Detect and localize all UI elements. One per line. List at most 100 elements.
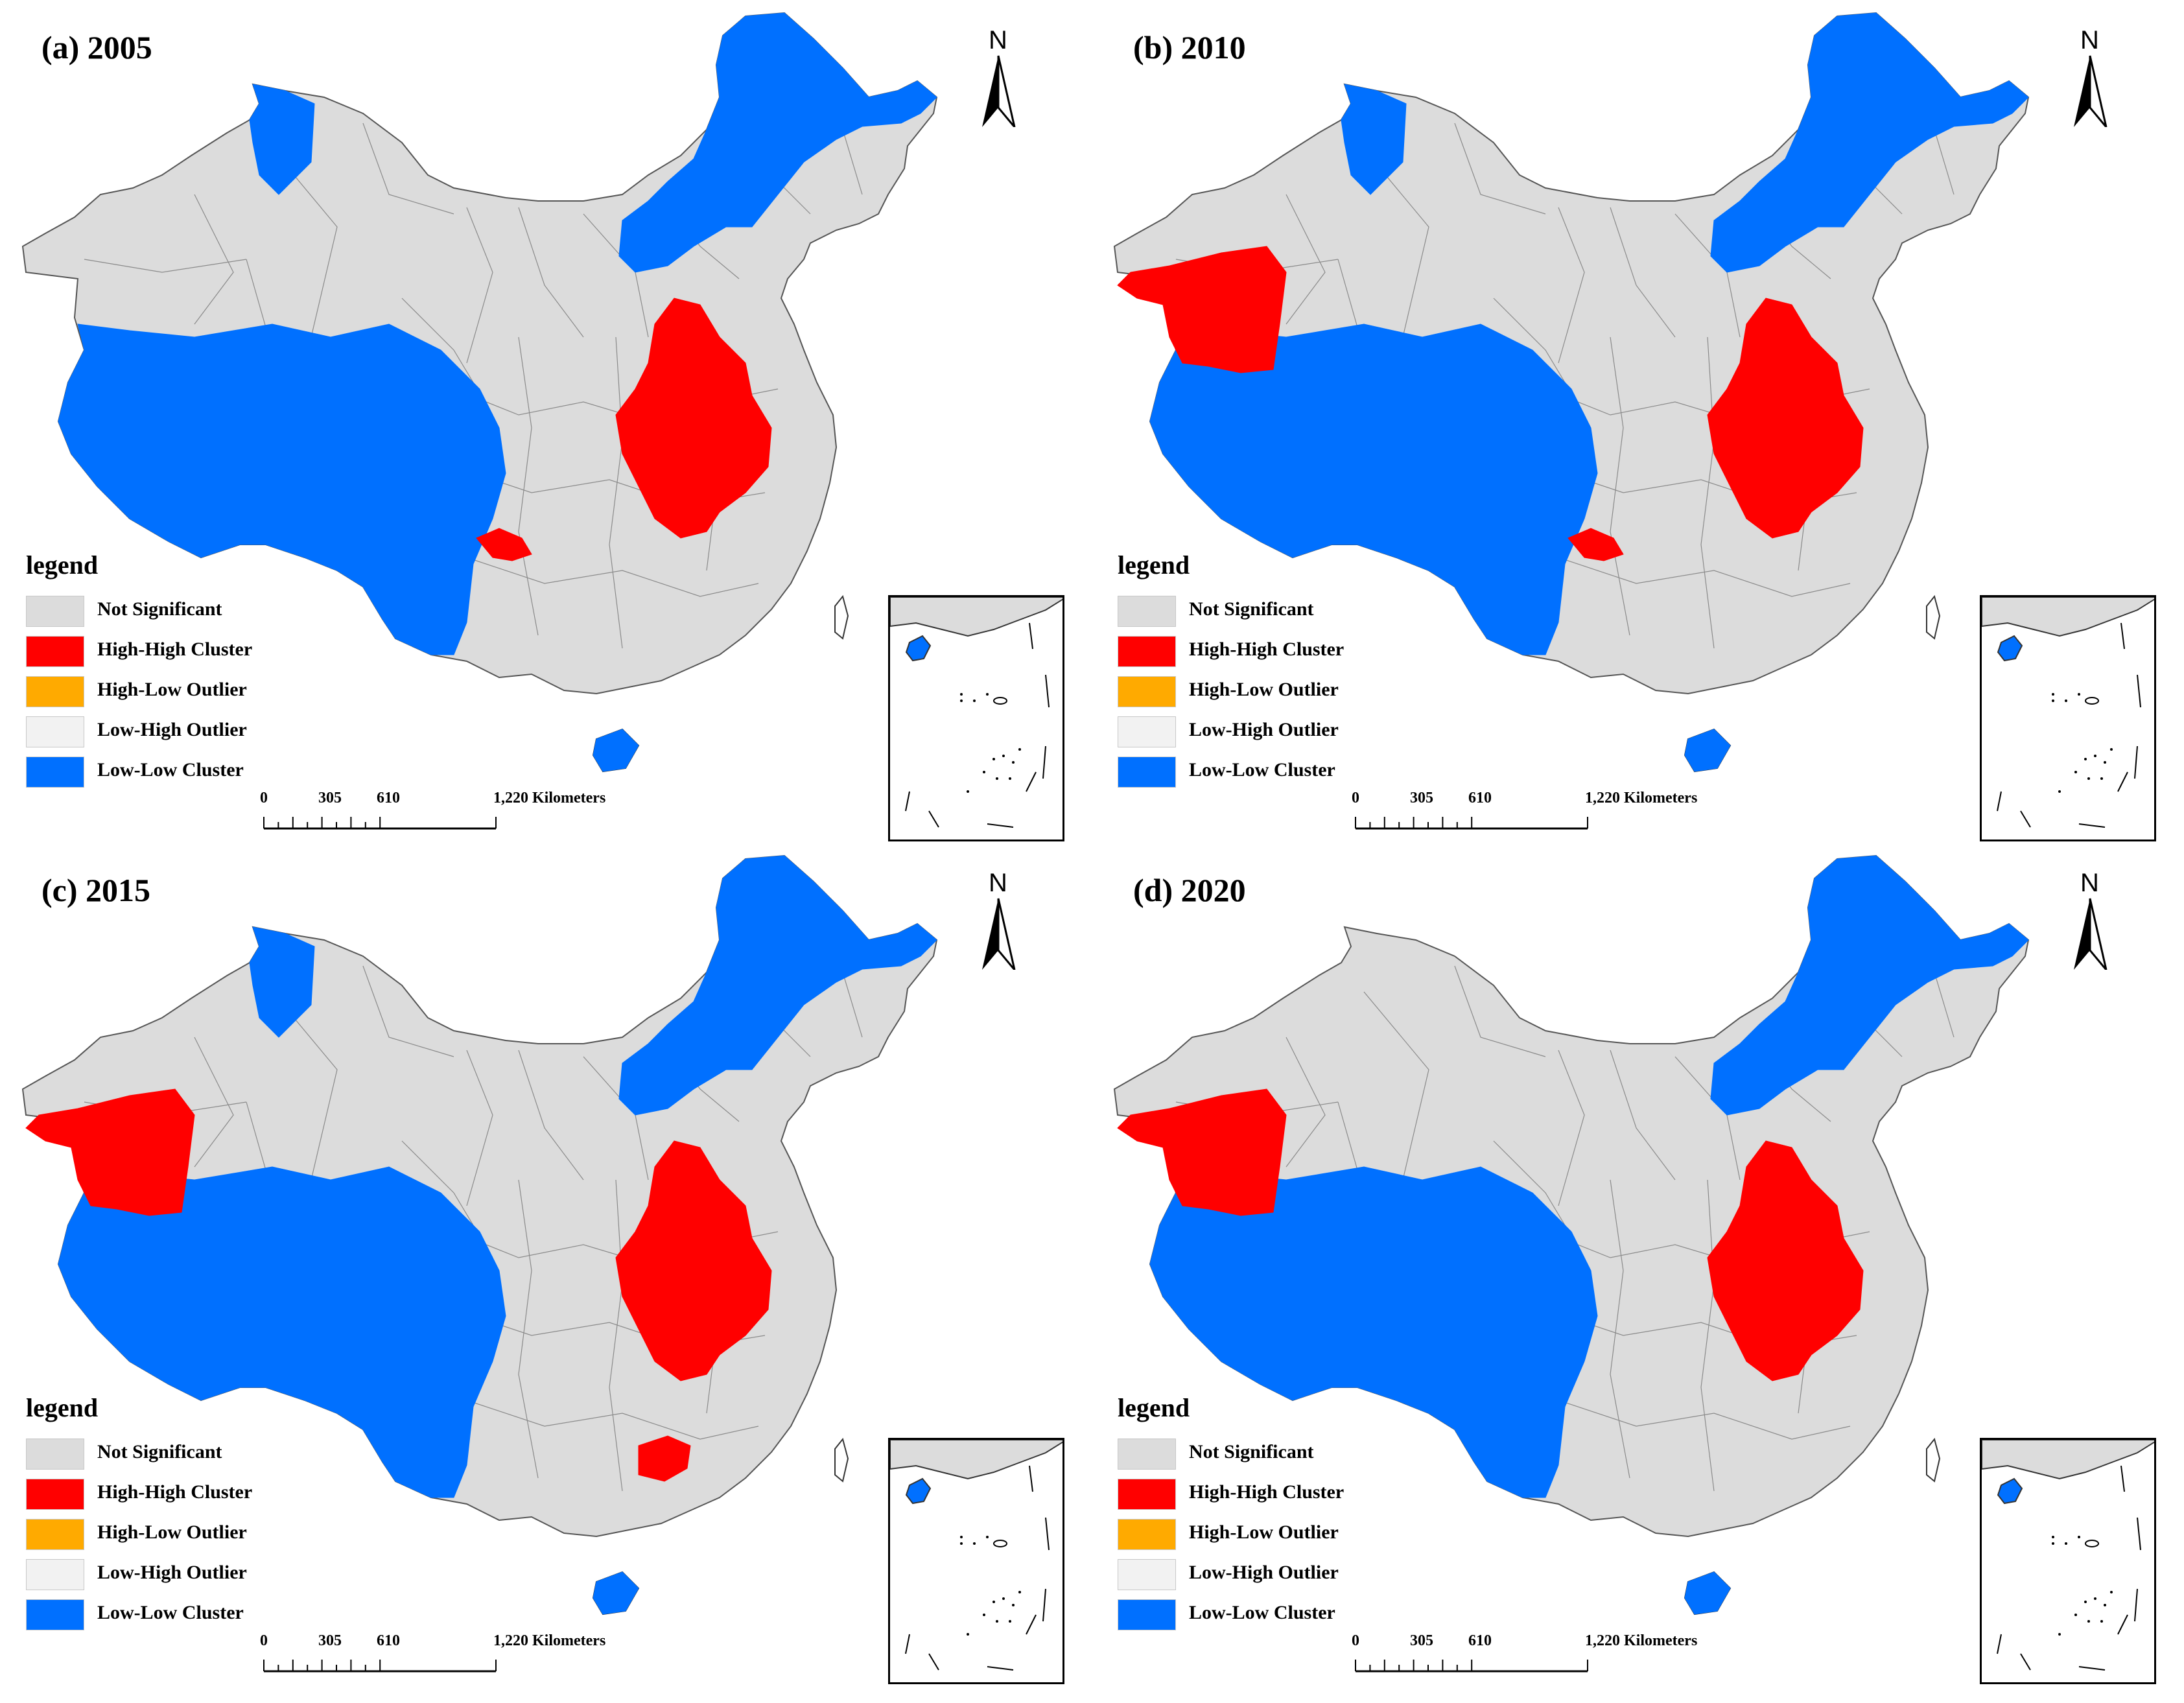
legend-label: Low-High Outlier: [1189, 1562, 1339, 1583]
scale-bar-graphic: [1355, 817, 1588, 830]
map-legend: legend Not Significant High-High Cluster Hi…: [26, 550, 252, 793]
scale-bar-graphic: [263, 1660, 497, 1673]
admin-boundary-line: [1610, 1050, 1676, 1180]
low-low-cluster-tibet-qinghai: [58, 323, 506, 655]
legend-item: High-High Cluster: [26, 1475, 252, 1515]
north-arrow-letter: N: [989, 869, 1007, 897]
scale-bar-label: 1,220 Kilometers: [1585, 1632, 1698, 1649]
low-low-cluster-inner-mongolia-northeast: [618, 12, 937, 273]
scale-bar-label: 0: [1352, 790, 1359, 806]
admin-boundary-line: [1558, 1050, 1585, 1206]
admin-boundary-line: [1558, 1400, 1851, 1440]
admin-boundary-line: [1610, 336, 1630, 636]
admin-boundary-line: [1286, 194, 1326, 325]
panel-title: (b) 2010: [1133, 29, 1246, 65]
scale-bar-label: 610: [377, 1632, 400, 1649]
admin-boundary-line: [362, 123, 454, 215]
legend-label: Not Significant: [97, 1441, 222, 1462]
admin-boundary-line: [609, 336, 623, 649]
scale-bar-graphic: [1355, 1660, 1588, 1673]
legend-item: High-High Cluster: [26, 632, 252, 672]
legend-label: Low-High Outlier: [97, 719, 247, 740]
admin-boundary-line: [609, 1179, 623, 1492]
admin-boundary-line: [1363, 991, 1429, 1180]
legend-title: legend: [26, 1393, 99, 1422]
north-arrow-icon: [2074, 898, 2108, 970]
admin-boundary-line: [1610, 207, 1676, 338]
scale-bar-label: 305: [1410, 790, 1433, 806]
low-low-cluster-tibet-qinghai: [1149, 1166, 1598, 1498]
not-significant-swatch: [26, 1439, 84, 1470]
low-low-cluster-tibet-qinghai: [1149, 323, 1598, 655]
legend-label: High-High Cluster: [97, 1481, 253, 1503]
legend-item: Not Significant: [1118, 1435, 1314, 1475]
high-low-swatch: [26, 1519, 84, 1550]
low-low-swatch: [26, 1599, 84, 1630]
low-high-swatch: [26, 1559, 84, 1590]
legend-item: High-Low Outlier: [1118, 1515, 1339, 1555]
scale-bar-label: 0: [260, 790, 268, 806]
admin-boundary-line: [194, 194, 234, 325]
admin-boundary-line: [1558, 557, 1851, 597]
low-low-cluster-altay: [249, 84, 315, 195]
high-high-cluster-north-china-plain: [1707, 298, 1864, 539]
high-high-cluster-north-china-plain: [615, 1140, 772, 1381]
legend-item: Not Significant: [1118, 592, 1314, 632]
north-arrow-letter: N: [2080, 26, 2099, 54]
legend-label: High-High Cluster: [1189, 639, 1344, 660]
high-high-cluster-hubei-central: [638, 1435, 691, 1482]
legend-item: Low-Low Cluster: [1118, 753, 1335, 793]
low-low-swatch: [1118, 757, 1176, 788]
legend-label: Low-High Outlier: [97, 1562, 247, 1583]
inset-map: [890, 597, 1063, 828]
scale-bar-label: 1,220 Kilometers: [493, 790, 606, 806]
admin-boundary-line: [84, 259, 247, 273]
scale-bar-graphic: [263, 817, 497, 830]
scale-bar-label: 1,220 Kilometers: [493, 1632, 606, 1649]
scale-bar-label: 305: [318, 1632, 342, 1649]
china-map: [21, 854, 938, 1615]
inset-map: [1982, 597, 2154, 828]
legend-label: Low-Low Cluster: [1189, 1602, 1335, 1623]
high-high-swatch: [26, 1479, 84, 1510]
taiwan-outline: [834, 594, 849, 640]
admin-boundary-line: [362, 965, 454, 1057]
legend-label: Low-High Outlier: [1189, 719, 1339, 740]
legend-item: Low-High Outlier: [1118, 1555, 1339, 1595]
scale-bar-label: 610: [377, 790, 400, 806]
scale-bar-label: 0: [1352, 1632, 1359, 1649]
south-china-sea-inset: [888, 1438, 1064, 1684]
legend-label: High-Low Outlier: [1189, 1521, 1339, 1543]
inset-map: [890, 1440, 1063, 1671]
inset-hainan: [1997, 635, 2023, 662]
scale-bar-label: 610: [1468, 1632, 1492, 1649]
inset-hainan: [1997, 1477, 2023, 1505]
scale-bar-label: 610: [1468, 790, 1492, 806]
low-low-cluster-hainan: [1684, 1571, 1731, 1615]
admin-boundary-line: [1700, 1179, 1715, 1492]
china-map: [1113, 12, 2030, 773]
admin-boundary-line: [518, 1050, 584, 1180]
inset-hainan: [905, 1477, 932, 1505]
low-low-cluster-inner-mongolia-northeast: [1710, 855, 2029, 1116]
low-low-cluster-inner-mongolia-northeast: [618, 855, 937, 1116]
legend-label: High-Low Outlier: [97, 679, 247, 700]
legend-item: Low-Low Cluster: [1118, 1595, 1335, 1636]
legend-item: Low-Low Cluster: [26, 753, 244, 793]
admin-boundary-line: [518, 336, 539, 636]
legend-item: High-Low Outlier: [1118, 672, 1339, 712]
admin-boundary-line: [466, 1050, 493, 1206]
south-china-sea-inset: [1980, 1438, 2156, 1684]
china-map: [21, 12, 938, 773]
inset-map: [1982, 1440, 2154, 1671]
high-high-cluster-south-xinjiang: [1117, 1088, 1287, 1216]
admin-boundary-line: [518, 1179, 539, 1479]
scale-bar-label: 0: [260, 1632, 268, 1649]
high-high-cluster-south-xinjiang: [1117, 246, 1287, 373]
north-arrow-letter: N: [989, 26, 1007, 54]
low-high-swatch: [26, 716, 84, 747]
legend-item: High-Low Outlier: [26, 1515, 247, 1555]
north-arrow-icon: [982, 55, 1016, 127]
scale-bar-label: 305: [318, 790, 342, 806]
